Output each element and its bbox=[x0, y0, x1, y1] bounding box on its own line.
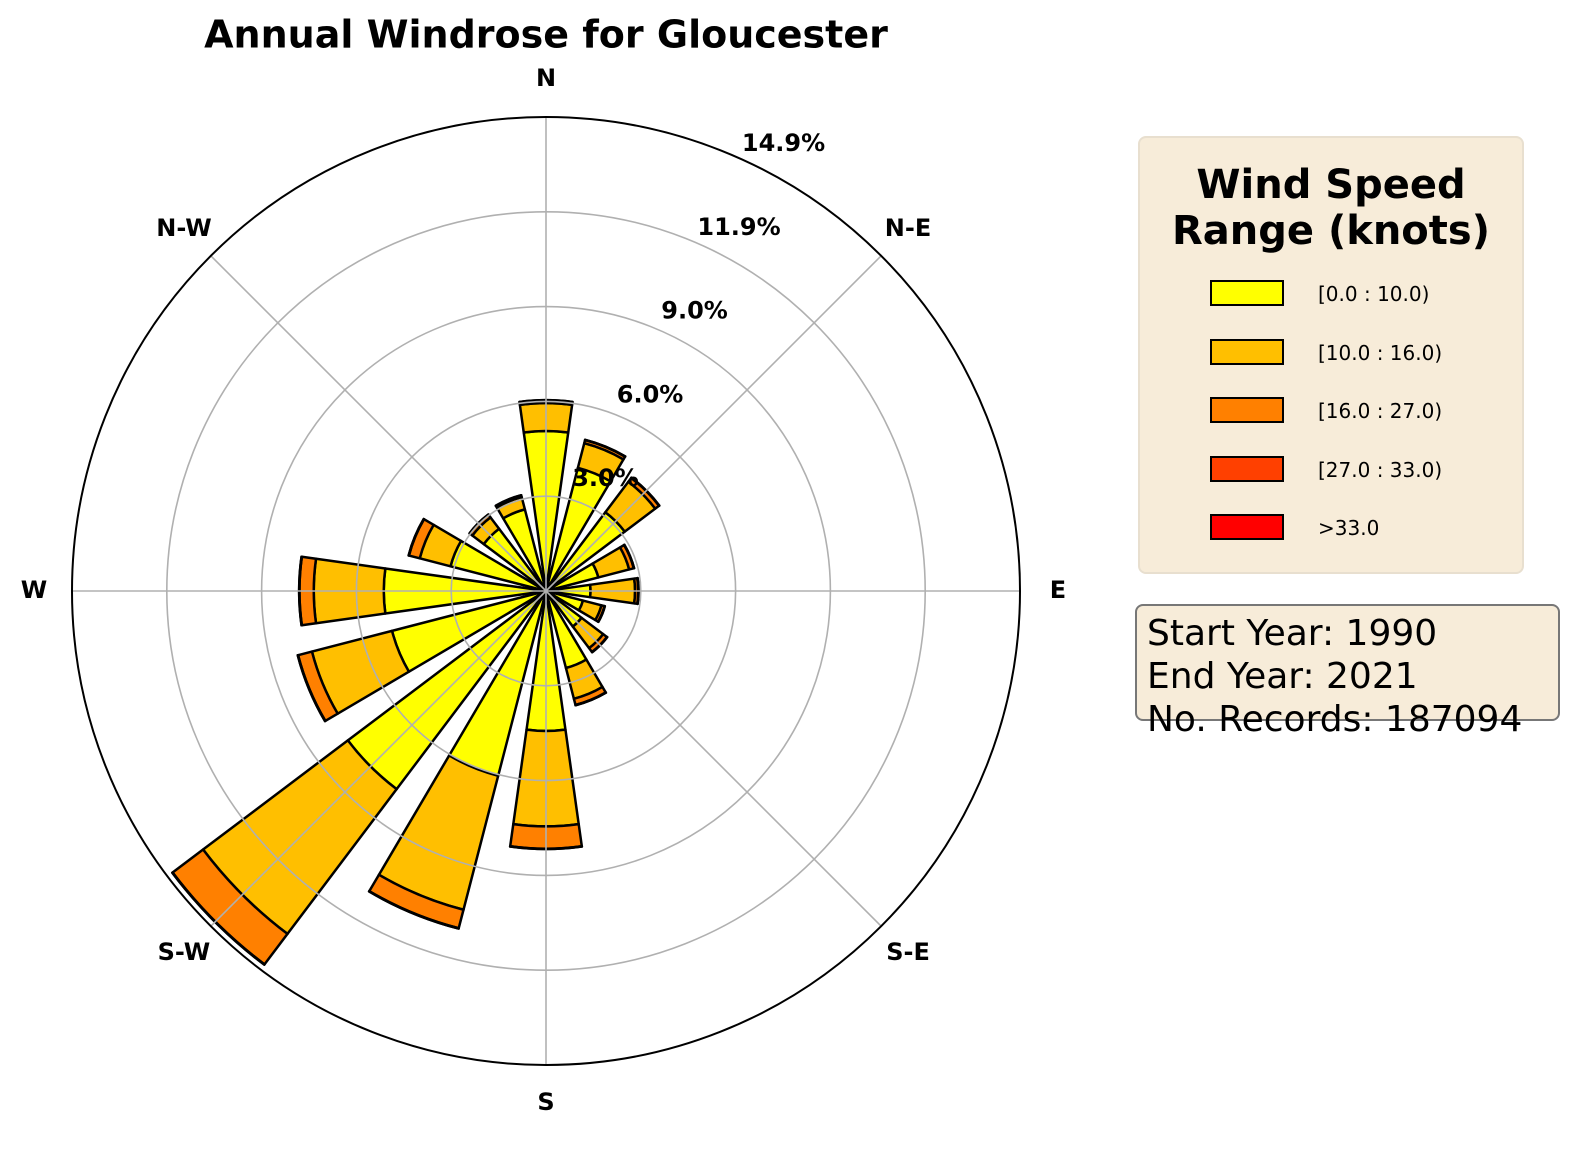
grid-ring bbox=[355, 400, 737, 782]
r-tick-label: 6.0% bbox=[617, 380, 684, 408]
bar-segment bbox=[583, 438, 627, 458]
direction-label: S-E bbox=[886, 938, 930, 966]
legend-label: [27.0 : 33.0) bbox=[1318, 457, 1443, 482]
spoke-line bbox=[545, 255, 882, 592]
legend-swatch bbox=[1210, 280, 1284, 306]
direction-label: W bbox=[21, 576, 47, 604]
legend-label: [16.0 : 27.0) bbox=[1318, 399, 1443, 423]
spoke-line bbox=[210, 255, 547, 592]
bar-segment bbox=[367, 890, 460, 930]
info-box: Start Year: 1990 End Year: 2021 No. Record… bbox=[1135, 604, 1560, 740]
direction-label: S bbox=[537, 1088, 554, 1116]
chart-title: Annual Windrose for Gloucester bbox=[204, 13, 888, 57]
legend-title: Wind Speed Range (knots) bbox=[1171, 162, 1490, 254]
direction-label: N bbox=[536, 64, 556, 92]
info-line: Start Year: 1990 bbox=[1147, 613, 1438, 654]
bar-segment bbox=[407, 517, 425, 557]
bar-segment bbox=[574, 691, 608, 707]
legend-swatch bbox=[1210, 338, 1284, 365]
grid-ring bbox=[450, 495, 642, 687]
legend-label: [10.0 : 16.0) bbox=[1318, 340, 1443, 365]
outer-ring bbox=[71, 116, 1021, 1066]
bar-segment bbox=[630, 476, 661, 507]
bar-segment bbox=[494, 493, 523, 507]
legend-swatch bbox=[1210, 514, 1284, 540]
info-line: No. Records: 187094 bbox=[1147, 699, 1523, 740]
legend-swatch bbox=[1210, 455, 1284, 482]
legend-label: [0.0 : 10.0) bbox=[1318, 282, 1430, 306]
bar-segment bbox=[468, 513, 490, 535]
legend-swatch bbox=[1210, 397, 1284, 423]
bar-segment bbox=[597, 604, 607, 624]
direction-label: E bbox=[1050, 576, 1066, 604]
bar-segment bbox=[508, 845, 584, 851]
spoke-line bbox=[210, 590, 547, 927]
legend: Wind Speed Range (knots) [0.0 : 10.0) [10… bbox=[1138, 136, 1524, 574]
bar-segment bbox=[171, 871, 266, 966]
direction-label: N-W bbox=[156, 214, 211, 242]
info-line: End Year: 2021 bbox=[1147, 656, 1418, 697]
bar-segment bbox=[296, 654, 327, 723]
direction-label: N-E bbox=[885, 214, 931, 242]
bar-segment bbox=[518, 398, 574, 404]
grid-ring bbox=[260, 305, 832, 877]
legend-label: >33.0 bbox=[1318, 516, 1380, 540]
grid-ring bbox=[165, 210, 927, 972]
bar-segment bbox=[623, 543, 636, 570]
bar-segment bbox=[636, 576, 640, 606]
direction-label: S-W bbox=[158, 938, 211, 966]
bar-segment bbox=[590, 635, 609, 654]
spoke-line bbox=[545, 590, 882, 927]
r-tick-label: 9.0% bbox=[661, 297, 728, 325]
r-tick-label: 3.0% bbox=[572, 464, 639, 492]
r-tick-label: 14.9% bbox=[742, 129, 825, 157]
r-tick-label: 11.9% bbox=[697, 213, 780, 241]
bar-segment bbox=[297, 555, 303, 627]
